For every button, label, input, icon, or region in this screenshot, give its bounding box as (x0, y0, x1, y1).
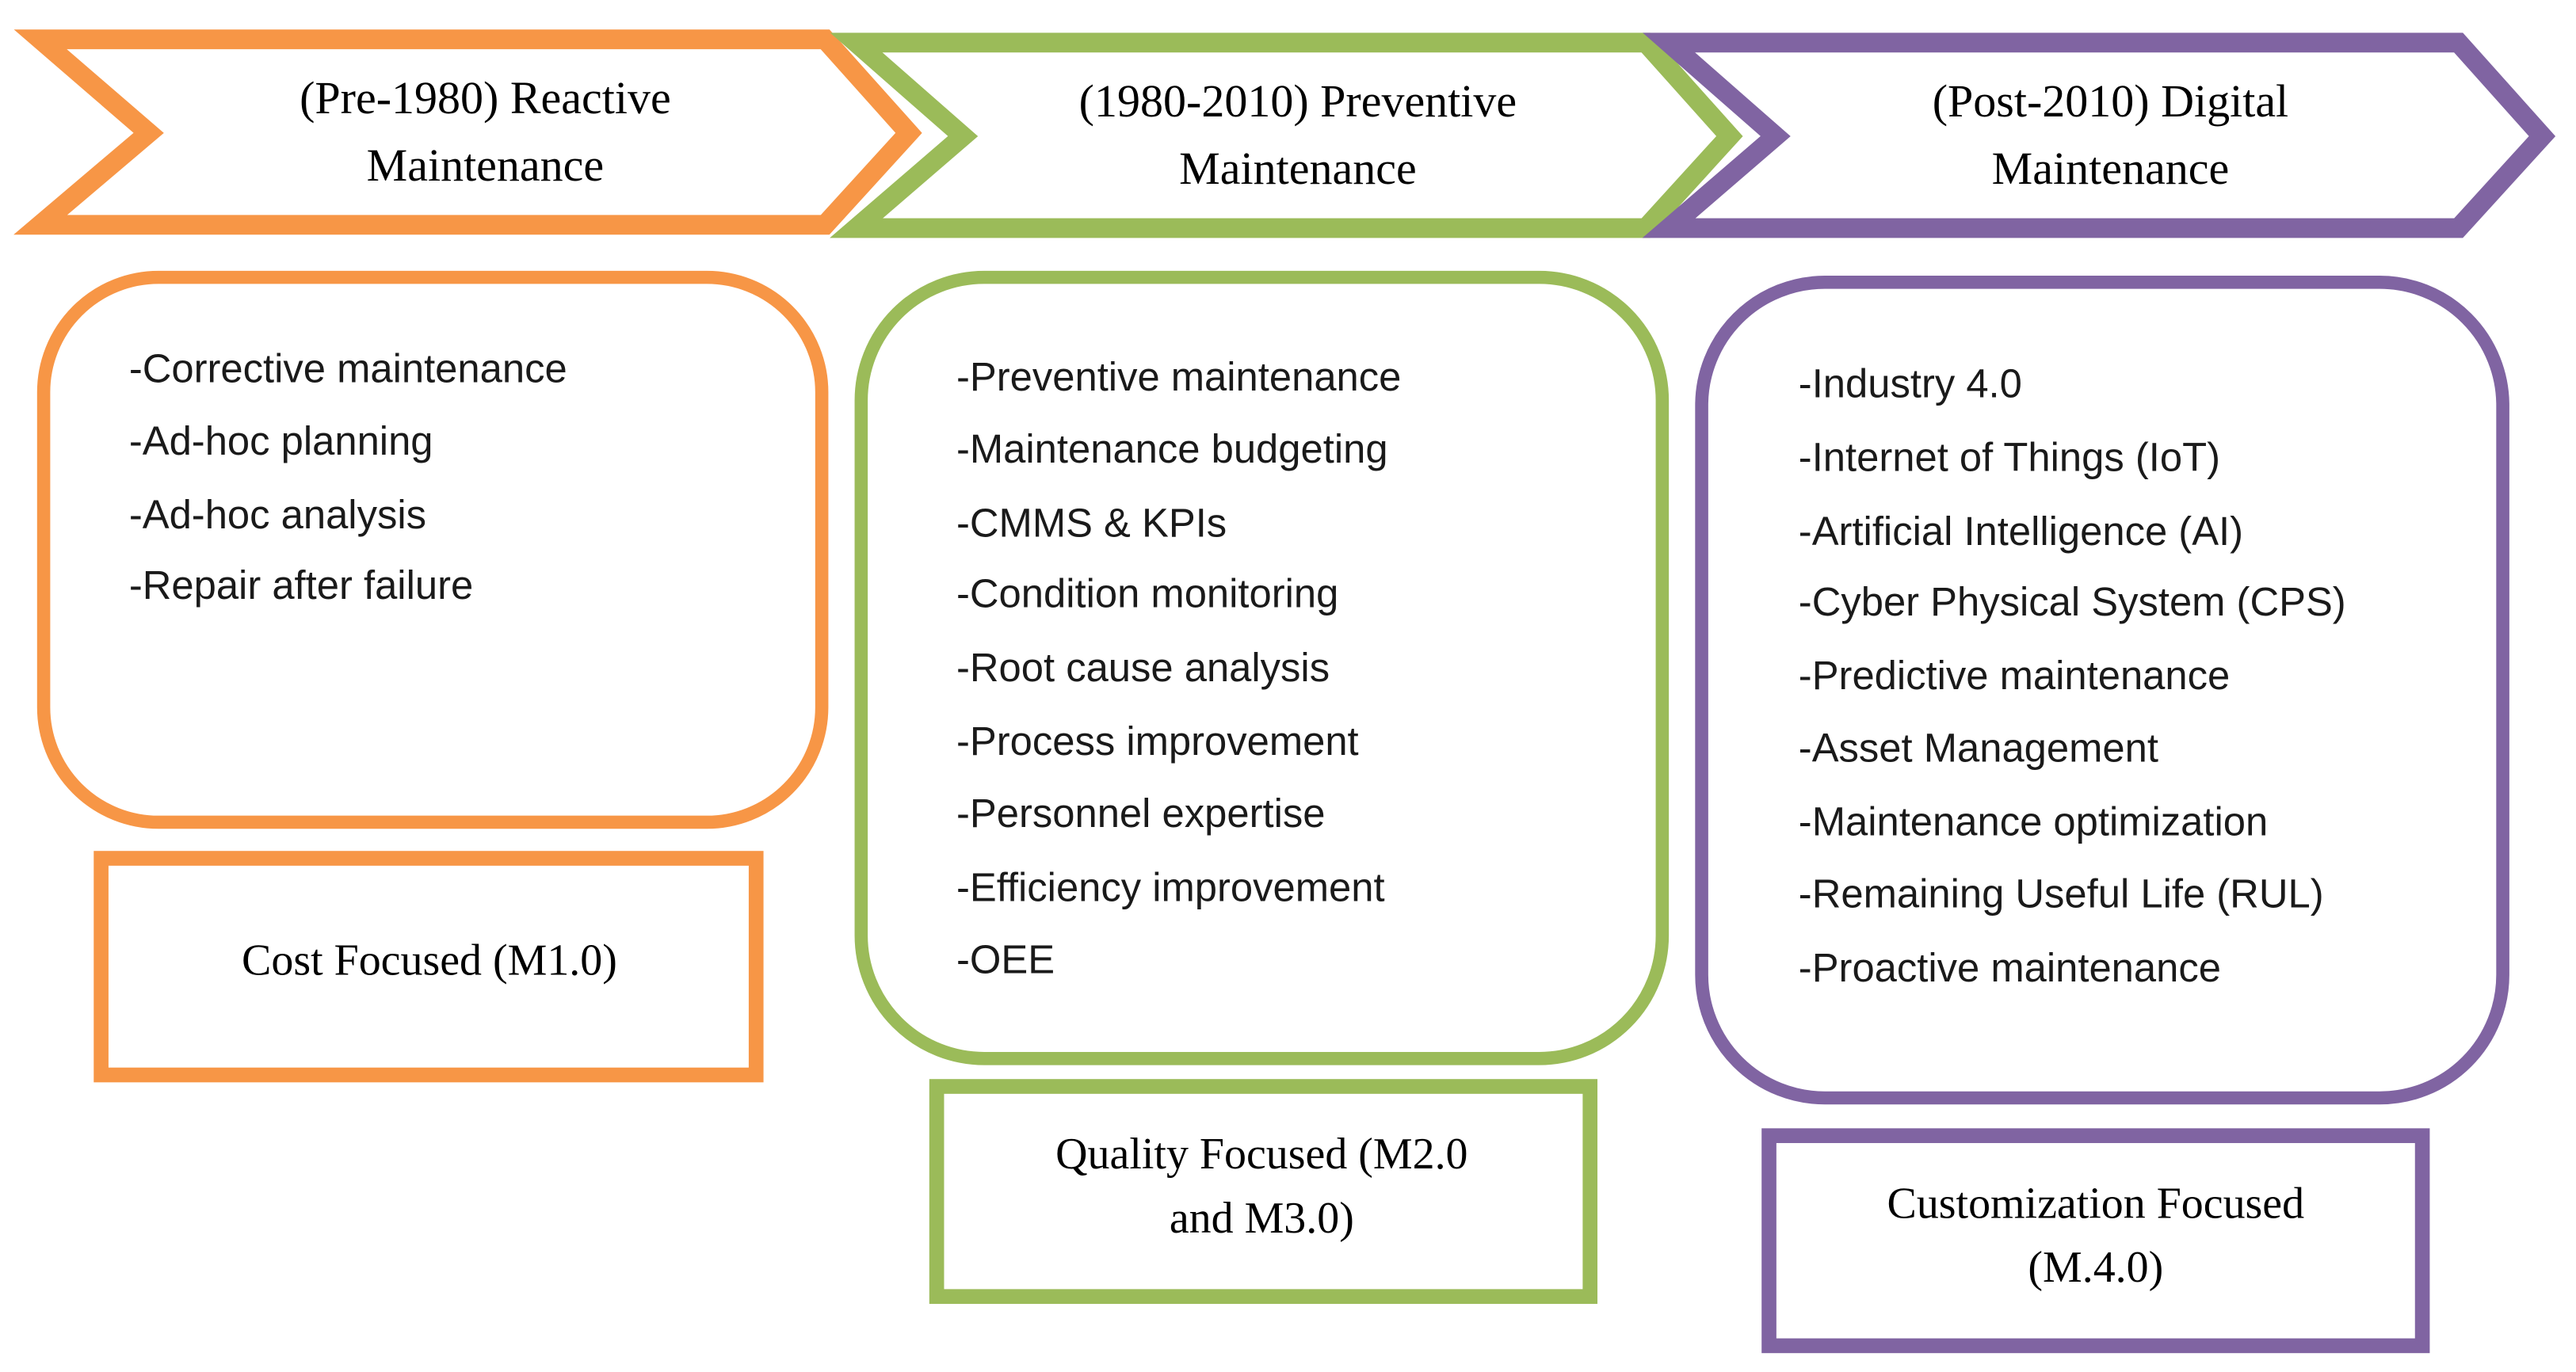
list-item: -Ad-hoc planning (129, 418, 433, 463)
list-item: -Internet of Things (IoT) (1799, 435, 2220, 480)
era-title-digital: (Post-2010) Digital (1933, 75, 2288, 127)
list-item: -Artificial Intelligence (AI) (1799, 509, 2243, 554)
list-item: -Preventive maintenance (956, 354, 1401, 399)
list-item: -Maintenance budgeting (956, 426, 1388, 471)
focus-label-digital: Customization Focused (1887, 1179, 2305, 1228)
focus-box-preventive (929, 1079, 1598, 1305)
list-item: -OEE (956, 937, 1055, 982)
list-item: -Maintenance optimization (1799, 799, 2268, 844)
list-item: -Root cause analysis (956, 645, 1330, 690)
list-item: -Process improvement (956, 718, 1359, 764)
era-title-reactive: (Pre-1980) Reactive (300, 72, 671, 124)
era-title-reactive-line2: Maintenance (367, 139, 605, 191)
list-item: -Ad-hoc analysis (129, 492, 426, 537)
list-item: -Condition monitoring (956, 571, 1338, 616)
era-title-preventive: (1980-2010) Preventive (1079, 75, 1517, 127)
focus-label-reactive: Cost Focused (M1.0) (242, 936, 617, 985)
focus-label-preventive-line2: and M3.0) (1170, 1194, 1354, 1243)
focus-label-digital-line2: (M.4.0) (2028, 1243, 2163, 1292)
list-item: -Cyber Physical System (CPS) (1799, 579, 2346, 624)
chevron-reactive (13, 29, 922, 235)
list-item: -CMMS & KPIs (956, 500, 1227, 545)
chevron-digital (1642, 32, 2556, 238)
era-title-digital-line2: Maintenance (1992, 143, 2230, 194)
chevron-preventive (830, 32, 1743, 238)
item-list-digital: -Industry 4.0 -Internet of Things (IoT) … (1799, 360, 2346, 990)
list-item: -Predictive maintenance (1799, 653, 2230, 698)
focus-box-digital (1761, 1128, 2430, 1354)
era-title-preventive-line2: Maintenance (1179, 143, 1417, 194)
list-item: -Personnel expertise (956, 791, 1325, 836)
list-item: -Proactive maintenance (1799, 945, 2221, 990)
content-box-preventive (854, 270, 1670, 1065)
content-box-digital (1695, 276, 2509, 1105)
item-list-reactive: -Corrective maintenance -Ad-hoc planning… (129, 346, 567, 608)
item-list-preventive: -Preventive maintenance -Maintenance bud… (956, 354, 1401, 981)
focus-box-reactive (93, 851, 764, 1083)
list-item: -Industry 4.0 (1799, 360, 2022, 406)
list-item: -Asset Management (1799, 725, 2158, 770)
list-item: -Efficiency improvement (956, 864, 1385, 909)
content-box-reactive (36, 270, 829, 829)
list-item: -Repair after failure (129, 562, 473, 608)
focus-label-preventive: Quality Focused (M2.0 (1055, 1130, 1467, 1179)
list-item: -Remaining Useful Life (RUL) (1799, 871, 2324, 917)
list-item: -Corrective maintenance (129, 346, 567, 391)
